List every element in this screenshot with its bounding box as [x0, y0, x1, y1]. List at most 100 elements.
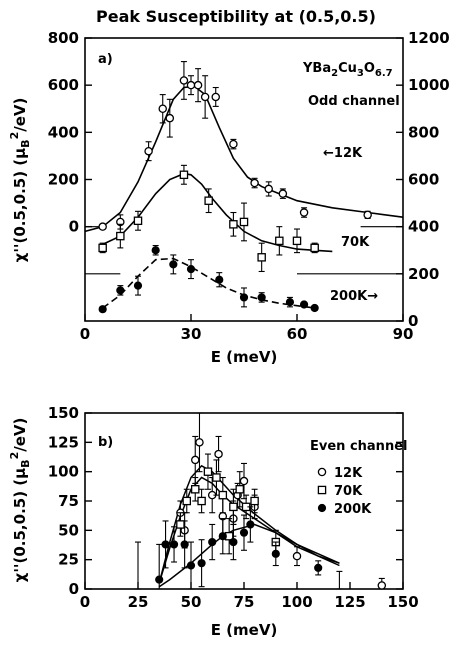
panel-a-x-tick-label: 90 [393, 325, 414, 343]
panel-b-y-tick-label: 125 [48, 433, 79, 451]
data-point-70k [235, 485, 245, 494]
data-point-200k [218, 532, 227, 541]
data-point-12k [158, 104, 167, 114]
panel-a-x-tick-label: 0 [80, 325, 90, 343]
data-point-200k [133, 281, 143, 290]
panel-b-x-tick-label: 25 [128, 593, 149, 611]
data-point-200k [285, 298, 295, 307]
series-label-70k: 70K [341, 235, 370, 250]
panel-a: 0 30 60 90 0 200 400 600 800 0 200 400 600 800 1000 1… [8, 29, 450, 366]
data-point-200k [215, 275, 224, 284]
data-point-70k [116, 231, 125, 241]
panel-b-y-tick-label: 150 [48, 404, 79, 422]
data-point-200k [155, 575, 164, 584]
panel-b-y-tick-label: 50 [58, 521, 79, 539]
panel-a-y-left-tick-label: 600 [48, 76, 79, 94]
panel-b-x-tick-label: 150 [387, 593, 418, 611]
data-point-200k [186, 265, 196, 274]
data-point-12k [377, 581, 387, 590]
series-label-200k: 200K→ [330, 289, 378, 304]
panel-b-x-axis-label: E (meV) [211, 621, 278, 639]
panel-a-x-tick-label: 30 [181, 325, 202, 343]
panel-a-y-left-tick-label: 0 [69, 218, 79, 236]
panel-b: 0 25 50 75 100 125 150 0 25 50 75 100 125 150 b) Eve… [8, 404, 419, 639]
panel-b-x-tick-label: 75 [234, 593, 255, 611]
panel-b-y-axis-label: χ''(0.5,0.5) (μB2/eV) [8, 418, 32, 583]
data-point-70k [203, 467, 213, 476]
data-point-200k [208, 537, 217, 547]
data-point-70k [179, 170, 189, 180]
panel-a-x-ticks: 0 30 60 90 [80, 314, 414, 343]
legend-label-12k: 12K [334, 466, 363, 481]
data-point-12k [299, 208, 309, 217]
data-point-12k [179, 76, 189, 85]
data-point-200k [116, 286, 125, 295]
panel-a-y-right-tick-label: 1000 [408, 76, 450, 94]
data-point-12k [292, 551, 302, 561]
panel-b-y-tick-label: 25 [58, 551, 79, 569]
data-point-12k [214, 449, 223, 459]
data-point-200k [186, 561, 196, 570]
legend-marker-70k [317, 485, 327, 495]
panel-b-channel: Even channel [310, 439, 407, 454]
data-point-70k [257, 253, 266, 262]
panel-b-x-tick-label: 100 [281, 593, 312, 611]
data-point-200k [197, 559, 206, 568]
panel-a-x-axis-label: E (meV) [211, 348, 278, 366]
panel-a-y-right-tick-label: 1200 [408, 29, 450, 47]
data-point-12k [195, 438, 204, 447]
data-point-70k [239, 217, 249, 227]
figure-title: Peak Susceptibility at (0.5,0.5) [96, 7, 376, 26]
fit-line-12k [84, 85, 404, 233]
panel-a-y-left-tick-label: 800 [48, 29, 79, 47]
data-point-12k [144, 146, 153, 156]
panel-a-frame [84, 37, 404, 322]
data-point-200k [271, 549, 280, 558]
legend-marker-200k [317, 503, 327, 513]
data-point-200k [314, 563, 323, 572]
legend-label-200k: 200K [334, 502, 372, 517]
panel-b-x-tick-label: 125 [334, 593, 365, 611]
data-point-12k [250, 178, 259, 188]
panel-b-y-ticks: 0 25 50 75 100 125 150 [48, 404, 403, 598]
data-point-70k [229, 220, 238, 229]
data-point-200k [299, 300, 309, 309]
panel-a-x-tick-label: 60 [287, 325, 308, 343]
panel-a-channel: Odd channel [308, 94, 400, 109]
panel-b-y-tick-label: 100 [48, 463, 79, 481]
panel-a-y-left-tick-label: 400 [48, 123, 79, 141]
data-point-200k [257, 293, 266, 302]
panel-b-legend: 12K 70K 200K [317, 466, 372, 517]
panel-b-y-tick-label: 75 [58, 492, 79, 510]
panel-b-x-ticks: 0 25 50 75 100 125 150 [80, 582, 419, 611]
data-point-200k [239, 528, 249, 537]
panel-a-y-right-tick-label: 800 [408, 123, 439, 141]
data-point-12k [190, 455, 200, 465]
data-point-12k [193, 80, 203, 90]
panel-a-y-right-tick-label: 600 [408, 171, 439, 189]
data-point-70k [218, 490, 228, 500]
data-point-12k [211, 92, 220, 102]
data-point-200k [239, 293, 249, 302]
errorbar-extra [135, 541, 141, 590]
data-point-70k [292, 236, 302, 246]
panel-a-y-ticks-left: 0 200 400 600 800 [48, 29, 92, 236]
panel-a-compound: YBa2Cu3O6.7 [302, 61, 393, 79]
data-point-12k [229, 139, 238, 149]
data-point-12k [264, 184, 273, 194]
data-point-12k [278, 189, 288, 198]
data-point-70k [310, 243, 319, 253]
data-point-12k [200, 92, 210, 102]
data-point-200k [169, 260, 178, 269]
data-point-200k [98, 305, 107, 314]
panel-a-y-right-tick-label: 200 [408, 265, 439, 283]
panel-a-label: a) [98, 52, 113, 67]
data-point-70k [190, 485, 200, 494]
panel-a-y-axis-label: χ''(0.5,0.5) (μB2/eV) [8, 98, 32, 263]
data-point-70k [204, 196, 213, 205]
panel-a-y-left-tick-label: 200 [48, 171, 79, 189]
panel-a-plot [84, 61, 404, 314]
panel-a-y-ticks-right: 0 200 400 600 800 1000 1200 [396, 29, 450, 330]
data-point-70k [212, 473, 221, 482]
